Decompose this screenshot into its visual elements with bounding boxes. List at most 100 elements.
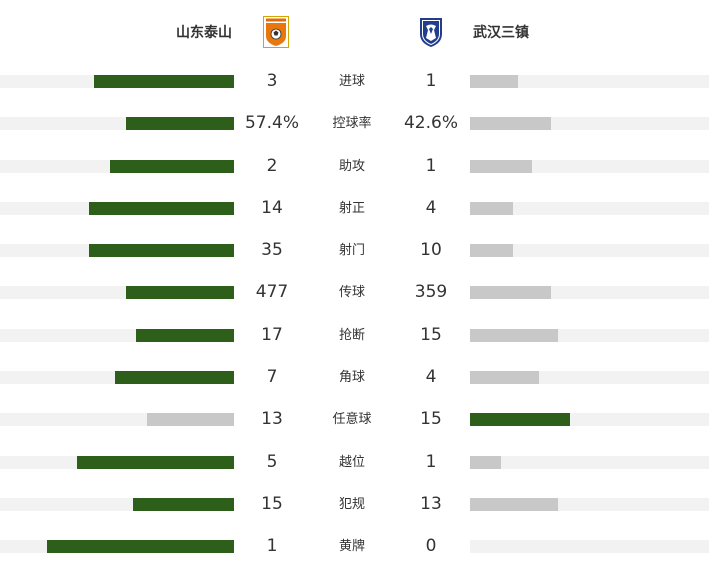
stat-row: 7 角球 4 (0, 357, 709, 399)
away-stat-value: 15 (420, 324, 442, 345)
away-stat-value: 10 (420, 240, 442, 261)
stat-row: 15 犯规 13 (0, 484, 709, 526)
away-bar-track (470, 244, 709, 258)
home-stat-value: 477 (255, 282, 289, 303)
home-stat-value: 7 (266, 367, 278, 388)
home-bar-track (0, 540, 234, 554)
away-bar (470, 455, 502, 469)
home-stat-value: 35 (261, 240, 283, 261)
away-team-name[interactable]: 武汉三镇 (473, 25, 529, 41)
away-stat-value: 1 (425, 71, 437, 91)
stats-list: 3 进球 1 57.4% 控球率 42.6% 2 助攻 1 14 射正 4 35 射门 10 477 传球 359… (0, 61, 709, 569)
home-bar (126, 286, 234, 300)
home-stat-value: 15 (261, 493, 283, 514)
stat-label: 传球 (338, 285, 365, 301)
home-bar-track (0, 159, 234, 173)
away-bar-track (470, 371, 709, 385)
away-bar-track (470, 201, 709, 215)
away-bar-track (470, 117, 709, 131)
away-bar-track (470, 286, 709, 300)
away-stat-value: 4 (425, 197, 437, 218)
away-stat-value: 13 (420, 493, 442, 514)
home-stat-value: 5 (266, 451, 278, 472)
home-bar-track (0, 117, 234, 131)
away-bar (470, 413, 571, 427)
away-bar (470, 159, 533, 173)
home-bar (135, 328, 234, 342)
away-bar (470, 117, 552, 131)
away-stat-value: 4 (425, 367, 437, 388)
stat-row: 5 越位 1 (0, 442, 709, 484)
home-team-crest-icon[interactable] (263, 16, 289, 48)
home-team-name[interactable]: 山东泰山 (176, 25, 232, 41)
stat-label: 抢断 (338, 327, 365, 343)
home-bar-track (0, 328, 234, 342)
stat-label: 角球 (338, 370, 365, 386)
stat-row: 17 抢断 15 (0, 315, 709, 357)
stat-label: 进球 (338, 74, 365, 89)
home-bar (133, 497, 234, 511)
away-stat-value: 42.6% (403, 113, 458, 134)
home-bar-track (0, 455, 234, 469)
away-bar (470, 244, 514, 258)
away-bar (470, 201, 514, 215)
stat-row: 3 进球 1 (0, 61, 709, 103)
home-stat-value: 17 (261, 324, 283, 345)
home-bar-track (0, 244, 234, 258)
stat-label: 犯规 (338, 496, 365, 512)
stat-label: 射门 (338, 243, 365, 259)
home-stat-value: 1 (266, 536, 278, 557)
stat-label: 越位 (338, 454, 365, 470)
away-bar (470, 371, 540, 385)
home-bar-track (0, 371, 234, 385)
away-stat-value: 15 (420, 409, 442, 430)
away-bar-track (470, 75, 709, 88)
away-stat-value: 359 (414, 282, 448, 303)
away-bar (470, 497, 559, 511)
away-bar (470, 75, 518, 88)
home-bar (77, 455, 234, 469)
stat-label: 射正 (338, 200, 365, 216)
away-bar-track (470, 413, 709, 427)
home-bar-track (0, 201, 234, 215)
away-stat-value: 0 (425, 536, 437, 557)
away-stat-value: 1 (425, 451, 437, 472)
stat-row: 57.4% 控球率 42.6% (0, 103, 709, 145)
stat-label: 控球率 (332, 116, 372, 132)
home-stat-value: 3 (266, 71, 278, 91)
stat-row: 2 助攻 1 (0, 146, 709, 188)
stat-row: 35 射门 10 (0, 230, 709, 272)
stat-label: 黄牌 (338, 539, 365, 555)
home-bar (93, 75, 234, 88)
stat-row: 13 任意球 15 (0, 399, 709, 441)
away-bar-track (470, 455, 709, 469)
away-bar-track (470, 540, 709, 554)
home-bar-track (0, 413, 234, 427)
away-bar-track (470, 159, 709, 173)
home-bar-track (0, 497, 234, 511)
away-stat-value: 1 (425, 155, 437, 176)
away-bar (470, 328, 559, 342)
away-bar-track (470, 497, 709, 511)
stat-row: 477 传球 359 (0, 272, 709, 314)
home-bar (114, 371, 234, 385)
stat-label: 助攻 (338, 158, 365, 174)
home-bar-track (0, 286, 234, 300)
stat-row: 14 射正 4 (0, 188, 709, 230)
home-stat-value: 13 (261, 409, 283, 430)
home-bar (88, 244, 234, 258)
home-bar (147, 413, 234, 427)
stat-label: 任意球 (332, 412, 372, 428)
home-stat-value: 14 (261, 197, 283, 218)
match-header: 山东泰山 武汉三镇 (0, 0, 709, 66)
home-bar (46, 540, 234, 554)
home-stat-value: 57.4% (244, 113, 299, 134)
home-bar (126, 117, 234, 131)
away-team-crest-icon[interactable] (418, 16, 444, 48)
stat-row: 1 黄牌 0 (0, 526, 709, 568)
home-bar-track (0, 75, 234, 88)
home-bar (88, 201, 234, 215)
away-bar-track (470, 328, 709, 342)
home-bar (109, 159, 234, 173)
away-bar (470, 286, 552, 300)
